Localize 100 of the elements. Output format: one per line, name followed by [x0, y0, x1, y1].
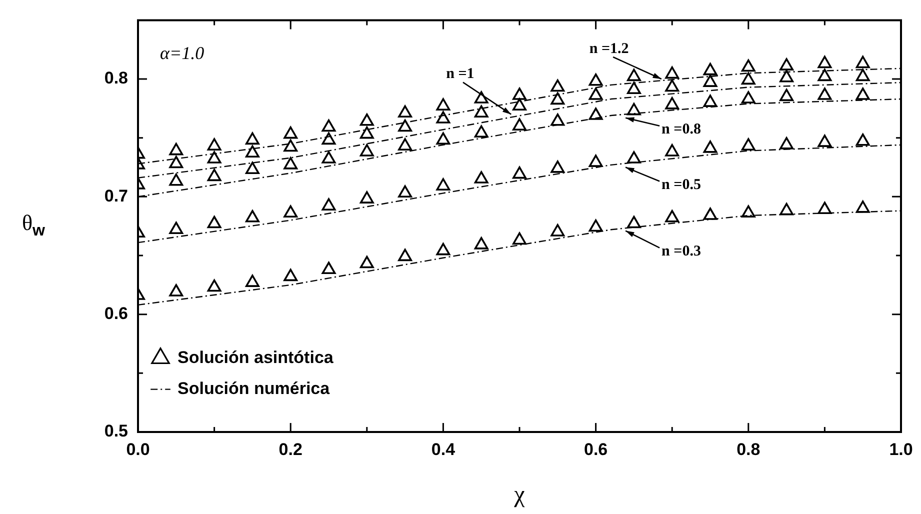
- point: [741, 91, 756, 104]
- point: [626, 82, 641, 94]
- point: [512, 98, 526, 110]
- annotation: n =1.2: [589, 40, 629, 57]
- point: [474, 171, 488, 184]
- point: [818, 134, 832, 147]
- point: [665, 97, 680, 110]
- point: [322, 132, 336, 145]
- point: [245, 210, 260, 222]
- point: [703, 140, 718, 153]
- point: [665, 79, 680, 92]
- legend-label: Solución asintótica: [178, 348, 334, 367]
- point: [703, 62, 718, 76]
- point: [436, 242, 450, 256]
- point: [665, 66, 680, 79]
- point: [665, 210, 680, 222]
- point: [626, 151, 641, 164]
- point: [360, 113, 374, 126]
- point: [588, 219, 603, 232]
- point: [207, 216, 222, 228]
- annotation: n =0.8: [662, 122, 701, 138]
- x-tick-label: 0.6: [584, 440, 608, 459]
- point: [626, 68, 641, 82]
- point: [474, 125, 488, 138]
- point: [856, 68, 870, 82]
- point: [741, 72, 756, 85]
- point: [398, 105, 412, 118]
- point: [588, 73, 603, 86]
- point: [398, 119, 412, 132]
- y-tick-label: 0.8: [104, 68, 128, 88]
- y-tick-label: 0.5: [104, 422, 128, 441]
- point: [322, 151, 336, 164]
- point: [169, 173, 184, 186]
- point: [284, 268, 298, 282]
- point: [550, 79, 565, 92]
- x-tick-label: 0.4: [431, 440, 456, 459]
- point: [436, 178, 450, 190]
- point: [550, 113, 565, 126]
- x-tick-label: 0.0: [126, 440, 150, 459]
- point: [588, 154, 603, 167]
- point: [169, 222, 184, 234]
- point: [512, 166, 526, 179]
- point: [512, 118, 526, 130]
- point: [474, 91, 488, 104]
- point: [322, 119, 336, 132]
- point: [398, 138, 412, 150]
- point: [856, 200, 870, 213]
- point: [322, 262, 336, 274]
- point: [245, 132, 260, 145]
- point: [207, 168, 222, 182]
- point: [626, 216, 641, 228]
- point: [780, 70, 794, 82]
- annotation: α=1.0: [160, 42, 204, 63]
- point: [436, 132, 450, 145]
- point: [284, 205, 298, 218]
- x-tick-label: 0.8: [736, 440, 760, 459]
- point: [856, 56, 870, 68]
- y-tick-label: 0.7: [104, 186, 128, 206]
- point: [512, 232, 526, 245]
- point: [436, 111, 450, 124]
- point: [360, 126, 374, 139]
- point: [512, 88, 526, 100]
- x-tick-label: 0.2: [278, 440, 302, 459]
- point: [856, 133, 870, 146]
- point: [360, 144, 374, 156]
- point: [550, 160, 565, 173]
- point: [741, 138, 756, 150]
- point: [474, 237, 488, 250]
- point: [741, 205, 756, 218]
- point: [207, 138, 222, 150]
- point: [665, 144, 680, 156]
- annotation: n =0.3: [662, 244, 701, 260]
- point: [207, 151, 222, 164]
- point: [626, 102, 641, 116]
- point: [550, 224, 565, 236]
- point: [550, 92, 565, 105]
- point: [245, 145, 260, 158]
- point: [398, 185, 412, 198]
- point: [741, 59, 756, 72]
- point: [818, 88, 832, 100]
- point: [207, 279, 222, 292]
- point: [245, 274, 260, 287]
- point: [780, 202, 794, 216]
- point: [169, 284, 184, 296]
- point: [818, 68, 832, 82]
- x-tick-label: 1.0: [889, 440, 913, 459]
- y-axis-title: θ$_{w}$: [22, 210, 45, 240]
- point: [284, 126, 298, 139]
- annotation: n =1: [446, 66, 474, 82]
- point: [588, 108, 603, 120]
- point: [856, 88, 870, 100]
- y-tick-label: 0.6: [104, 304, 128, 324]
- point: [780, 88, 794, 102]
- point: [703, 94, 718, 107]
- point: [780, 58, 794, 70]
- point: [360, 256, 374, 268]
- x-axis-title: χ: [513, 482, 526, 508]
- point: [703, 208, 718, 220]
- point: [780, 137, 794, 150]
- point: [588, 88, 603, 100]
